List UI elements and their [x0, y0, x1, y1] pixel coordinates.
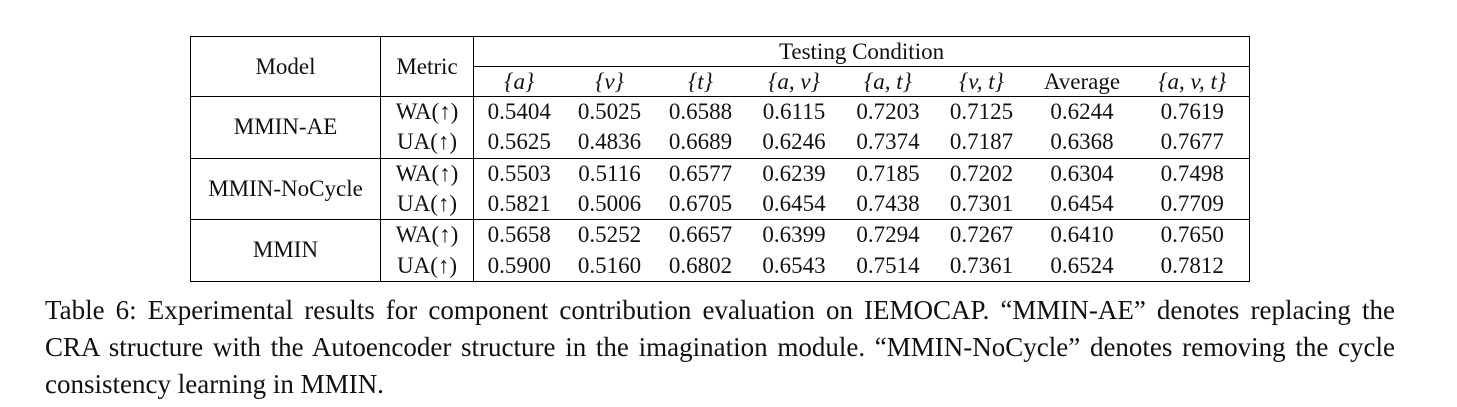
value-cell: 0.7677 — [1160, 129, 1224, 155]
value-cell: 0.5900 — [487, 252, 551, 278]
caption-text: Table 6: Experimental results for compon… — [45, 295, 1395, 399]
value-cell: 0.6588 — [654, 96, 747, 128]
value-cell: 0.6368 — [1050, 129, 1114, 155]
value-cell: 0.4836 — [577, 129, 642, 155]
value-cell: 0.6410 — [1028, 219, 1136, 251]
value-cell: 0.6454 — [762, 191, 826, 217]
table-row: UA(↑) 0.5625 0.4836 0.6689 0.6246 0.7374 0.718… — [191, 127, 1250, 159]
value-cell: 0.7619 — [1135, 96, 1250, 128]
header-condition: {a, v} — [746, 66, 842, 97]
table-row: UA(↑) 0.5900 0.5160 0.6802 0.6543 0.7514 0.736… — [191, 250, 1250, 282]
metric-cell: WA(↑) — [380, 157, 474, 189]
value-cell: 0.6577 — [654, 157, 747, 189]
table-row: MMIN WA(↑) 0.5658 0.5252 0.6657 0.6399 0.7294 0… — [190, 219, 1250, 282]
header-metric: Metric — [380, 36, 474, 97]
value-cell: 0.6689 — [668, 129, 733, 155]
value-cell: 0.5252 — [564, 219, 655, 251]
table-row: MMIN-AE WA(↑) 0.5404 0.5025 0.6588 0.6115 0.72… — [190, 96, 1250, 159]
value-cell: 0.7125 — [934, 96, 1029, 128]
header-condition: {v} — [564, 66, 655, 97]
value-cell: 0.5658 — [473, 219, 565, 251]
value-cell: 0.7361 — [949, 252, 1014, 278]
value-cell: 0.7514 — [856, 252, 920, 278]
value-cell: 0.5625 — [487, 129, 551, 155]
value-cell: 0.6454 — [1050, 191, 1114, 217]
value-cell: 0.7187 — [949, 129, 1014, 155]
header-condition: {t} — [654, 66, 747, 97]
value-cell: 0.7294 — [841, 219, 935, 251]
header-testing-condition: Testing Condition — [778, 38, 945, 64]
header-condition: {v, t} — [934, 66, 1029, 97]
value-cell: 0.7202 — [934, 157, 1029, 189]
value-cell: 0.6802 — [668, 252, 733, 278]
header-condition: {a} — [473, 66, 565, 97]
value-cell: 0.6543 — [762, 252, 826, 278]
value-cell: 0.7203 — [841, 96, 935, 128]
value-cell: 0.6304 — [1028, 157, 1136, 189]
value-cell: 0.6705 — [668, 191, 733, 217]
model-name-cell: MMIN-NoCycle — [190, 157, 381, 220]
results-table: Model Metric Testing Condition {a} {v} {t}… — [190, 36, 1251, 282]
header-condition: {a, t} — [841, 66, 935, 97]
value-cell: 0.5025 — [564, 96, 655, 128]
value-cell: 0.6244 — [1028, 96, 1136, 128]
value-cell: 0.6657 — [654, 219, 747, 251]
table-caption: Table 6: Experimental results for compon… — [45, 292, 1395, 403]
metric-cell: UA(↑) — [380, 250, 474, 282]
value-cell: 0.6246 — [762, 129, 826, 155]
metric-cell: WA(↑) — [380, 96, 474, 128]
value-cell: 0.7185 — [841, 157, 935, 189]
table-row: MMIN-NoCycle WA(↑) 0.5503 0.5116 0.6577 0.623… — [190, 157, 1250, 220]
metric-cell: UA(↑) — [380, 188, 474, 220]
value-cell: 0.6115 — [746, 96, 842, 128]
value-cell: 0.7709 — [1160, 191, 1224, 217]
value-cell: 0.7374 — [856, 129, 920, 155]
value-cell: 0.6239 — [746, 157, 842, 189]
value-cell: 0.7301 — [949, 191, 1014, 217]
metric-cell: WA(↑) — [380, 219, 474, 251]
header-condition: {a, v, t} — [1135, 66, 1250, 97]
value-cell: 0.5006 — [577, 191, 642, 217]
value-cell: 0.7438 — [856, 191, 920, 217]
value-cell: 0.5821 — [487, 191, 551, 217]
header-condition: Average — [1028, 66, 1136, 97]
value-cell: 0.6524 — [1050, 252, 1114, 278]
value-cell: 0.5160 — [577, 252, 642, 278]
model-name-cell: MMIN — [190, 219, 381, 282]
header-model: Model — [190, 36, 381, 97]
table-row: UA(↑) 0.5821 0.5006 0.6705 0.6454 0.7438 0.730… — [191, 188, 1250, 220]
value-cell: 0.6399 — [746, 219, 842, 251]
value-cell: 0.7650 — [1135, 219, 1250, 251]
value-cell: 0.7267 — [934, 219, 1029, 251]
value-cell: 0.7812 — [1160, 252, 1224, 278]
value-cell: 0.5503 — [473, 157, 565, 189]
metric-cell: UA(↑) — [380, 127, 474, 159]
value-cell: 0.7498 — [1135, 157, 1250, 189]
value-cell: 0.5404 — [473, 96, 565, 128]
model-name-cell: MMIN-AE — [190, 96, 381, 159]
value-cell: 0.5116 — [564, 157, 655, 189]
